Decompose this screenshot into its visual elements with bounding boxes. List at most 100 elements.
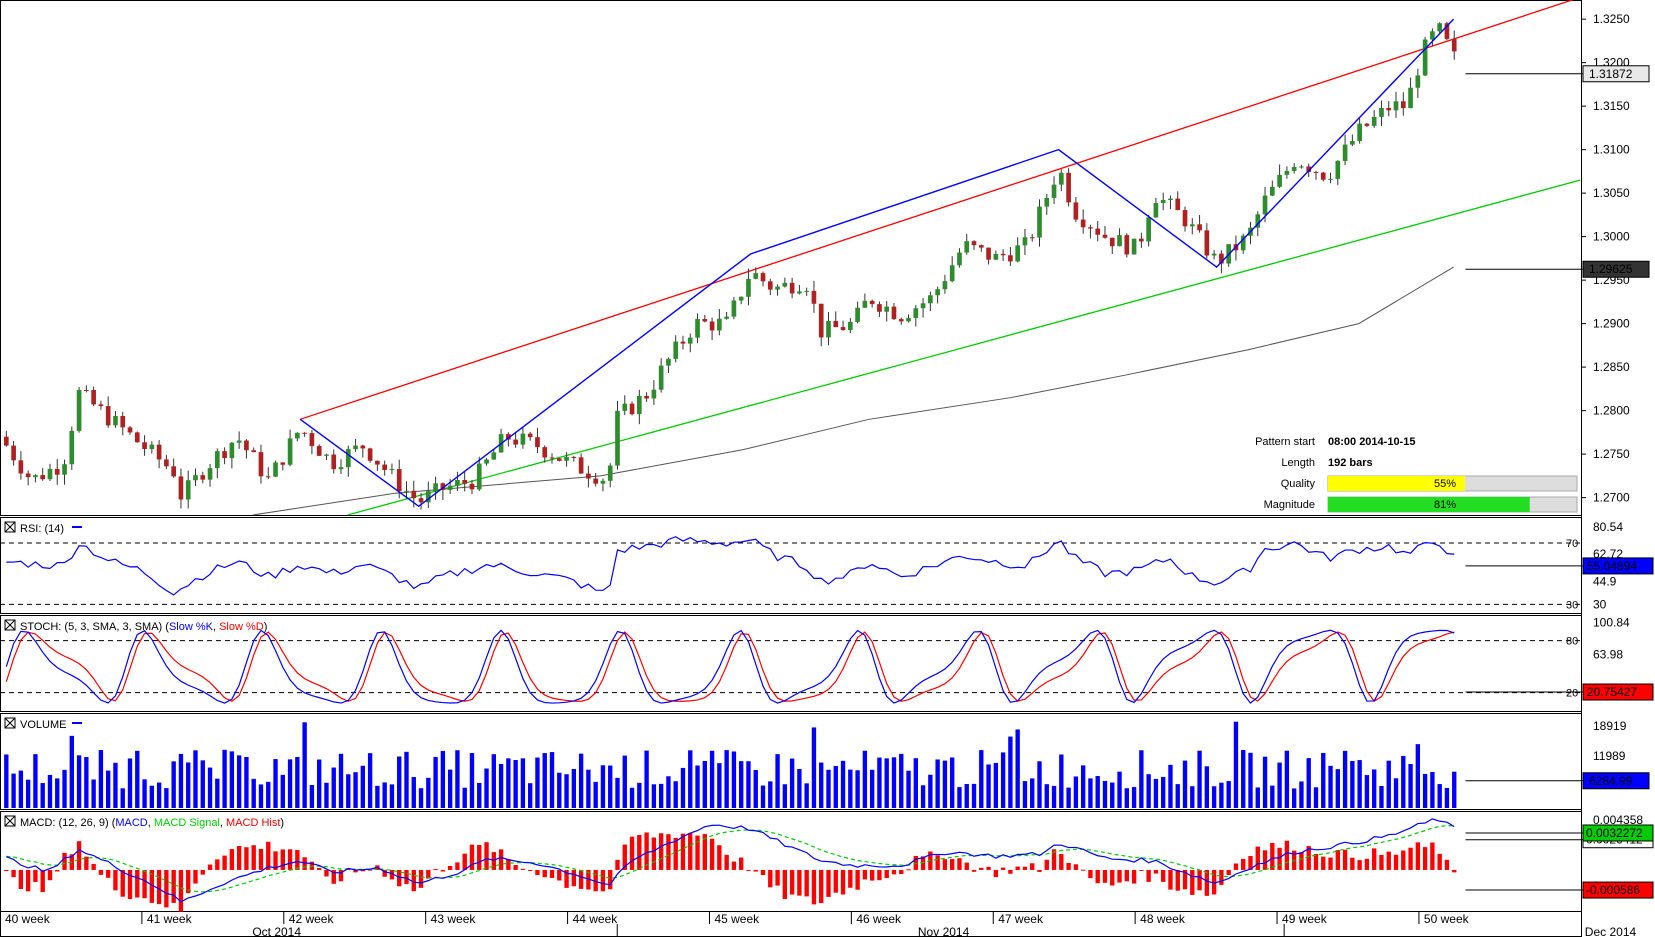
volume-bar — [280, 774, 285, 808]
volume-bar — [1277, 762, 1282, 808]
candle-body — [360, 445, 366, 449]
macd-hist-bar — [1102, 869, 1108, 883]
volume-bar — [433, 756, 438, 808]
rsi-close-x — [4, 521, 16, 533]
macd-hist-bar — [1299, 852, 1304, 870]
volume-bar — [789, 758, 795, 808]
candle-body — [549, 457, 555, 459]
macd-hist-bar — [302, 857, 307, 870]
candle-body — [236, 440, 242, 443]
candle-body — [636, 395, 642, 415]
volume-bar — [1102, 780, 1108, 808]
candle-body — [1430, 31, 1435, 40]
macd-hist-bar — [1306, 846, 1311, 870]
macd-hist-bar — [186, 869, 191, 894]
macd-hist-bar — [4, 869, 9, 872]
macd-hist-bar — [1364, 858, 1370, 870]
volume-bar — [1080, 765, 1086, 808]
macd-hist-bar — [477, 845, 482, 870]
macd-header: MACD: (12, 26, 9) (MACD, MACD Signal, MA… — [4, 815, 284, 829]
macd-hist-bar — [586, 869, 591, 890]
rsi-tick-label: 80.54 — [1593, 520, 1623, 534]
stoch-tick-label: 100.84 — [1593, 616, 1630, 630]
candle-body — [302, 432, 307, 434]
candle-body — [607, 465, 613, 481]
candle-body — [527, 433, 533, 438]
candle-body — [1139, 238, 1144, 242]
volume-bar — [491, 754, 496, 808]
volume-bar — [397, 756, 402, 808]
macd-hist-bar — [528, 869, 533, 871]
stoch-title-d: Slow %D — [219, 621, 264, 633]
macd-hist-bar — [1088, 869, 1093, 879]
candle-body — [295, 432, 300, 439]
macd-hist-bar — [1051, 849, 1057, 870]
stoch-plot: 80 20 — [0, 629, 1580, 704]
volume-bar — [477, 782, 482, 808]
macd-hist-bar — [331, 869, 336, 884]
rsi-level-70-label: 70 — [1566, 538, 1578, 550]
volume-bar — [389, 784, 395, 808]
macd-hist-bar — [84, 856, 89, 870]
volume-bar — [1146, 774, 1151, 808]
volume-bar — [76, 755, 82, 808]
macd-hist-bar — [1321, 856, 1326, 870]
volume-bar — [149, 785, 155, 808]
macd-hist-last-value: -0.000586 — [1586, 883, 1640, 897]
macd-hist-bar — [1277, 847, 1282, 870]
volume-bar — [69, 735, 74, 808]
price-tick-label: 1.2750 — [1593, 447, 1630, 461]
candle-body — [520, 433, 526, 445]
candle-body — [433, 483, 438, 492]
volume-bar — [1342, 750, 1348, 808]
macd-hist-bar — [360, 869, 366, 872]
macd-hist-bar — [877, 869, 882, 881]
macd-hist-bar — [1379, 854, 1384, 870]
macd-hist-bar — [957, 858, 962, 870]
volume-bar — [1233, 721, 1239, 808]
macd-title-macd: MACD — [115, 817, 147, 829]
week-label: 48 week — [1140, 912, 1186, 926]
candle-body — [338, 467, 344, 470]
macd-hist-bar — [1226, 869, 1231, 876]
macd-hist-bar — [848, 869, 853, 888]
macd-hist-bar — [658, 833, 664, 870]
pattern-length-label: Length — [1281, 457, 1315, 469]
volume-bar — [91, 779, 96, 808]
macd-hist-bar — [1233, 863, 1239, 870]
volume-bar — [775, 754, 780, 808]
candle-body — [185, 480, 191, 500]
macd-hist-bar — [1350, 857, 1355, 870]
week-label: 49 week — [1282, 912, 1328, 926]
volume-bar — [375, 785, 380, 808]
candle-body — [258, 452, 264, 477]
volume-bar — [651, 784, 657, 808]
volume-bar — [1364, 775, 1370, 808]
macd-hist-bar — [1204, 869, 1210, 896]
macd-close-x — [4, 815, 16, 827]
macd-hist-bar — [142, 869, 147, 899]
volume-bar — [229, 751, 235, 808]
volume-bar — [709, 750, 715, 808]
candle-body — [1335, 160, 1341, 179]
candle-body — [1204, 230, 1210, 256]
candle-body — [1437, 23, 1443, 32]
macd-hist-bar — [688, 833, 693, 870]
candle-body — [760, 273, 766, 282]
price-tick-label: 1.3000 — [1593, 230, 1630, 244]
last-price-tag-box — [1582, 65, 1650, 83]
candle-body — [1109, 237, 1115, 247]
candle-body — [535, 437, 540, 448]
candle-body — [1357, 123, 1362, 142]
volume-bar — [1284, 750, 1290, 808]
volume-bar — [506, 758, 511, 808]
macd-hist-bar — [1008, 869, 1013, 874]
volume-bar — [768, 781, 773, 808]
candle-body — [935, 289, 940, 296]
macd-hist-bar — [149, 869, 155, 903]
volume-bar — [484, 768, 489, 808]
candle-body — [76, 389, 82, 431]
candle-body — [164, 459, 169, 467]
volume-bar — [782, 784, 788, 808]
macd-title-sep2: , — [220, 817, 226, 829]
